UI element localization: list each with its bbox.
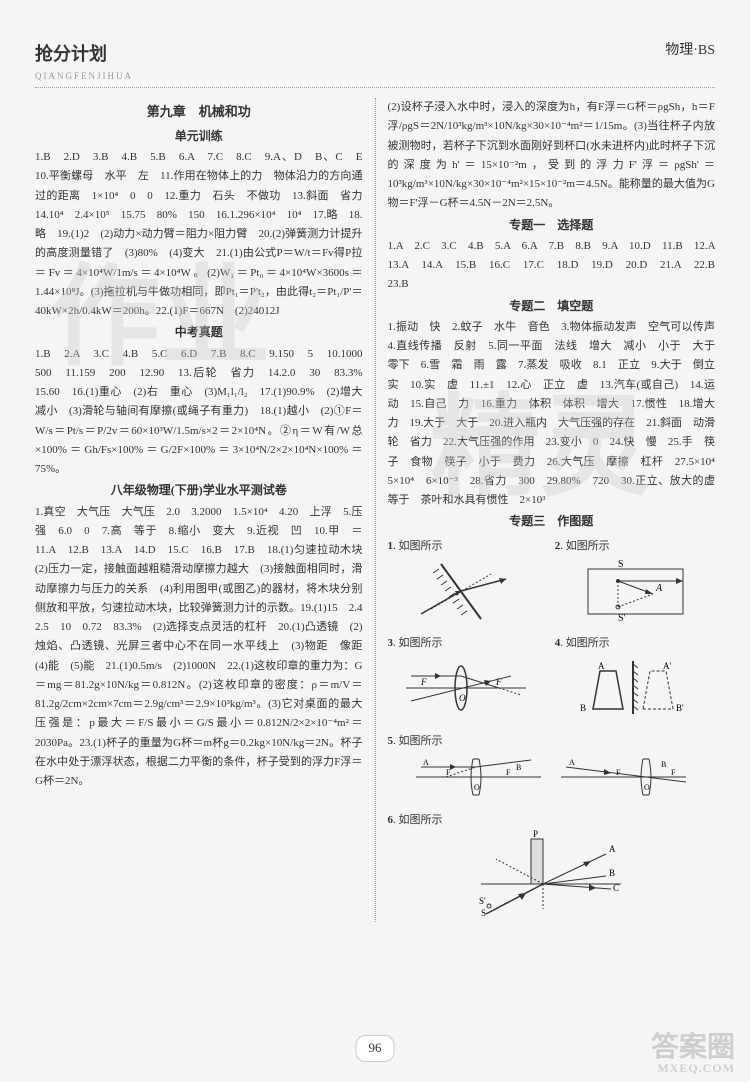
test-content: 1.真空 大气压 大气压 2.0 3.2000 1.5×10⁴ 4.20 上浮 … — [35, 503, 363, 792]
diagram-5: 5. 如图所示 FFO AB FFO AB — [388, 733, 716, 803]
header-title-left: 抢分计划 — [35, 40, 133, 69]
topic2-content: 1.振动 快 2.蚊子 水牛 音色 3.物体振动发声 空气可以传声 4.直线传播… — [388, 318, 716, 511]
diagram-4: 4. 如图所示 AB A'B' — [555, 635, 712, 723]
svg-text:O: O — [459, 693, 466, 703]
zhongkao-content: 1.B 2.A 3.C 4.B 5.C 6.D 7.B 8.C 9.150 5 … — [35, 345, 363, 480]
zhongkao-title: 中考真题 — [35, 323, 363, 342]
diagram-6: 6. 如图所示 P S A B — [388, 812, 716, 922]
svg-text:F: F — [616, 768, 621, 777]
svg-text:S': S' — [618, 613, 626, 624]
header-title-right: 物理·BS — [665, 40, 715, 83]
svg-text:O: O — [474, 783, 480, 792]
svg-text:B: B — [516, 763, 521, 772]
svg-text:A: A — [569, 758, 575, 767]
left-column: 第九章 机械和功 单元训练 1.B 2.D 3.B 4.B 5.B 6.A 7.… — [35, 98, 376, 922]
topic3-title: 专题三 作图题 — [388, 512, 716, 531]
diagram-3-label: 如图所示 — [399, 637, 443, 649]
topic2-title: 专题二 填空题 — [388, 297, 716, 316]
diagram-2-label: 如图所示 — [566, 540, 610, 552]
diagram-2: 2. 如图所示 S A S' — [555, 538, 712, 626]
footer-watermark: 答案圈 MXEQ.COM — [651, 1034, 735, 1074]
diagram-4-num: 4 — [555, 637, 561, 649]
diagram-1-label: 如图所示 — [399, 540, 443, 552]
topic1-content: 1.A 2.C 3.C 4.B 5.A 6.A 7.B 8.B 9.A 10.D… — [388, 237, 716, 295]
diagram-3-num: 3 — [388, 637, 394, 649]
svg-text:S: S — [618, 559, 624, 570]
test-title: 八年级物理(下册)学业水平测试卷 — [35, 481, 363, 500]
plane-mirror-image-icon: S A S' — [568, 559, 698, 624]
content-columns: 第九章 机械和功 单元训练 1.B 2.D 3.B 4.B 5.B 6.A 7.… — [35, 98, 715, 922]
svg-text:S': S' — [479, 896, 486, 906]
svg-text:B': B' — [676, 703, 684, 713]
continuation-text: (2)设杯子浸入水中时，浸入的深度为h，有F浮＝G杯＝ρgSh，h＝F浮/ρgS… — [388, 98, 716, 214]
svg-text:A: A — [598, 661, 605, 671]
svg-text:B: B — [580, 703, 586, 713]
chapter-title: 第九章 机械和功 — [35, 102, 363, 123]
topic1-title: 专题一 选择题 — [388, 216, 716, 235]
reflection-refraction-icon: P S A B C — [471, 834, 631, 919]
svg-text:P: P — [533, 829, 538, 839]
page-number: 96 — [356, 1035, 395, 1062]
svg-text:A': A' — [663, 661, 671, 671]
svg-text:B: B — [661, 760, 666, 769]
right-column: (2)设杯子浸入水中时，浸入的深度为h，有F浮＝G杯＝ρgSh，h＝F浮/ρgS… — [388, 98, 716, 922]
diagram-1: 1. 如图所示 — [388, 538, 545, 626]
diagram-5-num: 5 — [388, 735, 394, 747]
svg-text:O: O — [644, 783, 650, 792]
diagram-3: 3. 如图所示 F O F — [388, 635, 545, 723]
page-header: 抢分计划 QIANGFENJIHUA 物理·BS — [35, 40, 715, 88]
diagram-2-num: 2 — [555, 540, 561, 552]
mirror-reflection-icon — [411, 559, 521, 624]
diagram-4-label: 如图所示 — [566, 637, 610, 649]
svg-text:S: S — [481, 908, 486, 918]
svg-text:F: F — [506, 768, 511, 777]
diagram-5-label: 如图所示 — [399, 735, 443, 747]
svg-text:F: F — [420, 677, 427, 687]
convex-lens-icon: F O F — [401, 661, 531, 716]
unit-content: 1.B 2.D 3.B 4.B 5.B 6.A 7.C 8.C 9.A、D B、… — [35, 148, 363, 321]
diagram-grid: 1. 如图所示 2. 如图所示 — [388, 538, 716, 922]
svg-text:F: F — [671, 768, 676, 777]
unit-title: 单元训练 — [35, 127, 363, 146]
concave-lens-icon: FFO AB FFO AB — [411, 755, 691, 800]
header-pinyin: QIANGFENJIHUA — [35, 69, 133, 83]
diagram-6-num: 6 — [388, 814, 394, 826]
svg-text:B: B — [609, 868, 615, 878]
diagram-1-num: 1 — [388, 540, 394, 552]
mirror-object-image-icon: A B A' B' — [568, 659, 698, 719]
svg-text:C: C — [613, 883, 619, 893]
svg-text:A: A — [655, 583, 663, 594]
svg-text:A: A — [423, 758, 429, 767]
diagram-6-label: 如图所示 — [399, 814, 443, 826]
svg-text:A: A — [609, 844, 616, 854]
